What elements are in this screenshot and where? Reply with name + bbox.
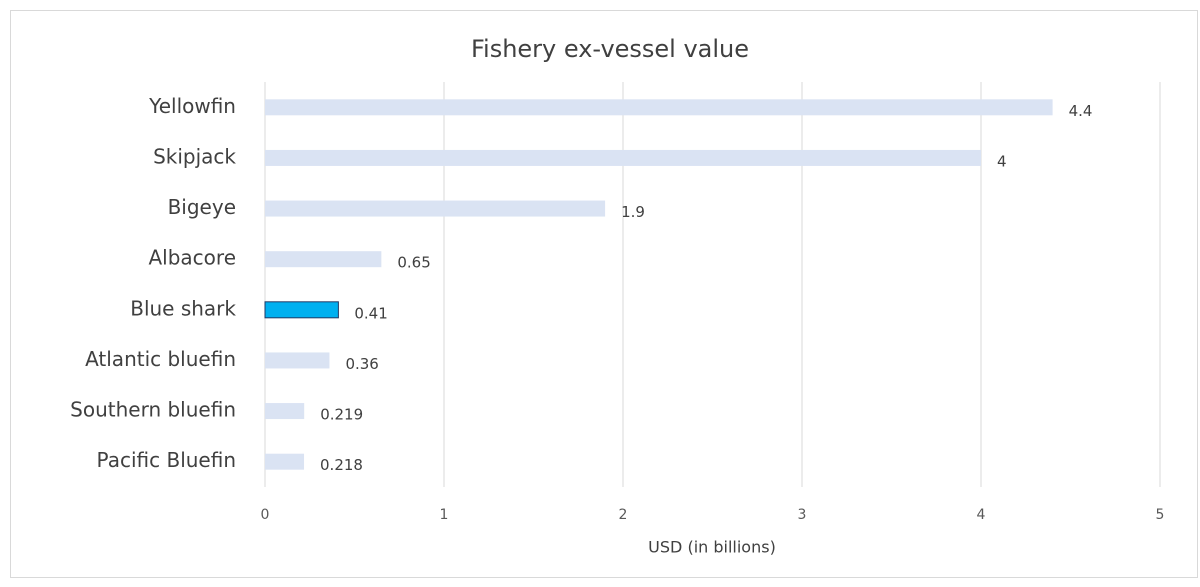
x-tick-label: 4 [977, 507, 986, 523]
bar [265, 352, 330, 369]
bar [265, 403, 305, 420]
y-tick-label: Southern bluefin [70, 398, 236, 422]
y-tick-label: Yellowfin [148, 94, 236, 118]
bar [265, 99, 1053, 116]
y-tick-label: Albacore [148, 246, 236, 270]
data-label: 1.9 [621, 203, 645, 221]
bar [265, 251, 382, 268]
data-label: 4.4 [1069, 102, 1093, 120]
bar [264, 301, 339, 319]
data-label: 0.36 [345, 355, 378, 373]
bar [265, 149, 981, 166]
y-tick-label: Skipjack [153, 144, 236, 168]
data-label: 0.218 [320, 456, 363, 474]
x-tick-label: 2 [619, 507, 628, 523]
y-tick-label: Pacific Bluefin [97, 448, 236, 472]
y-tick-label: Bigeye [168, 195, 236, 219]
data-label: 0.41 [354, 304, 387, 322]
data-label: 0.65 [397, 254, 430, 272]
bar [265, 200, 606, 217]
x-tick-label: 3 [798, 507, 807, 523]
y-tick-label: Atlantic bluefin [85, 347, 236, 371]
x-tick-label: 5 [1156, 507, 1165, 523]
x-tick-label: 1 [440, 507, 449, 523]
chart-title: Fishery ex-vessel value [471, 35, 749, 63]
y-tick-label: Blue shark [130, 296, 236, 320]
x-tick-label: 0 [261, 507, 270, 523]
data-label: 0.219 [320, 406, 363, 424]
bar [265, 453, 305, 470]
data-label: 4 [997, 152, 1007, 170]
x-axis-label: USD (in billions) [648, 538, 776, 557]
